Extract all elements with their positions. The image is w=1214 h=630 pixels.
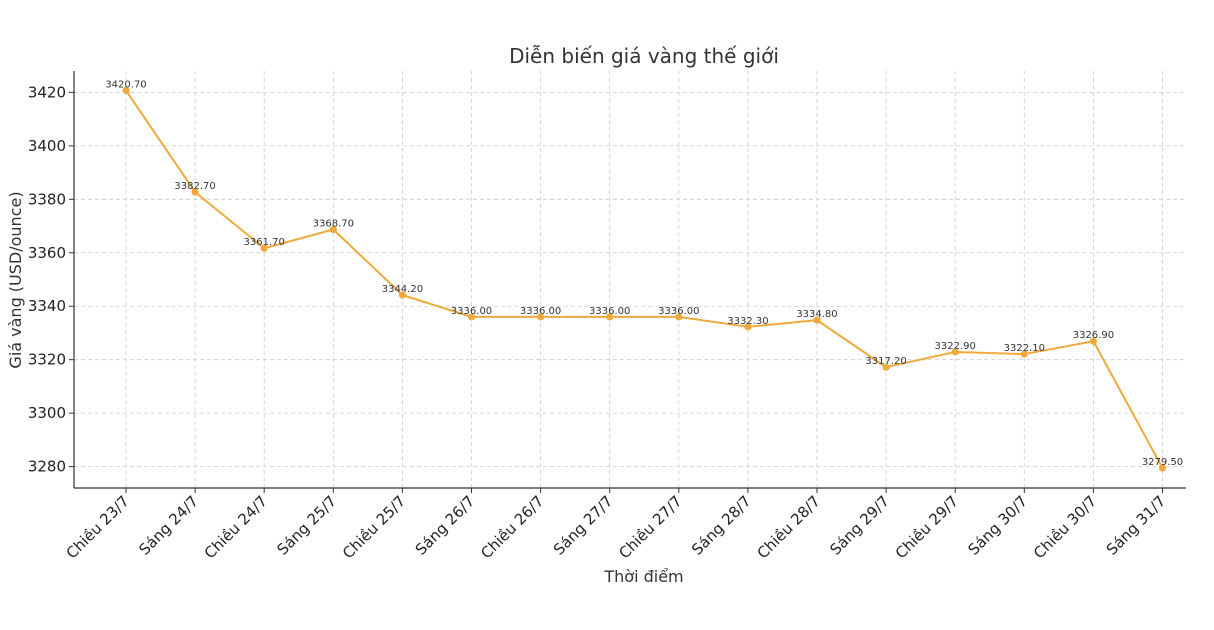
data-point xyxy=(467,313,476,321)
x-tick-label: Sáng 27/7 xyxy=(550,492,617,559)
grid xyxy=(74,71,1186,488)
data-point xyxy=(1158,464,1167,472)
data-point xyxy=(537,313,545,321)
data-label: 3336.00 xyxy=(589,306,630,317)
data-point xyxy=(1020,350,1028,358)
data-point xyxy=(951,348,959,356)
data-label: 3382.70 xyxy=(174,181,215,192)
data-label: 3334.80 xyxy=(796,309,837,320)
series-line xyxy=(125,89,1164,469)
axes xyxy=(73,71,1186,489)
x-tick-label: Chiều 29/7 xyxy=(892,492,962,562)
x-tick-label: Sáng 26/7 xyxy=(412,492,479,559)
data-point xyxy=(191,188,199,196)
data-label: 3368.70 xyxy=(313,219,354,230)
y-tick-label: 3320 xyxy=(28,351,66,369)
y-axis-label: Giá vàng (USD/ounce) xyxy=(6,191,25,368)
x-tick-label: Chiều 30/7 xyxy=(1030,492,1100,562)
chart-title: Diễn biến giá vàng thế giới xyxy=(509,44,779,68)
x-tick-label: Sáng 24/7 xyxy=(135,492,202,559)
x-tick-label: Chiều 27/7 xyxy=(615,492,685,562)
data-point xyxy=(744,323,752,331)
x-tick-label: Chiều 26/7 xyxy=(477,492,547,562)
x-tick-label: Chiều 24/7 xyxy=(201,492,271,562)
data-labels: 3420.70 3382.70 3361.70 3368.70 3344.20 3336.… xyxy=(105,80,1183,468)
x-axis-label: Thời điểm xyxy=(603,567,683,586)
data-label: 3336.00 xyxy=(658,306,699,317)
data-label: 3336.00 xyxy=(451,306,492,317)
series xyxy=(122,86,1167,472)
data-label: 3317.20 xyxy=(865,356,906,367)
data-point xyxy=(675,313,683,321)
data-point xyxy=(329,225,337,234)
data-label: 3322.10 xyxy=(1004,343,1045,354)
y-tick-label: 3400 xyxy=(28,137,66,155)
x-tick-label: Sáng 29/7 xyxy=(826,492,893,559)
y-tick-label: 3300 xyxy=(28,404,66,422)
y-axis-ticks: 3280 3300 3320 3340 3360 3380 3400 3420 xyxy=(28,83,74,476)
x-tick-label: Chiều 23/7 xyxy=(63,492,133,562)
data-label: 3332.30 xyxy=(727,316,768,327)
data-label: 3344.20 xyxy=(382,284,423,295)
y-tick-label: 3380 xyxy=(28,190,66,208)
data-label: 3279.50 xyxy=(1142,457,1183,468)
data-point xyxy=(882,363,890,371)
x-tick-label: Sáng 30/7 xyxy=(965,492,1032,559)
x-tick-label: Sáng 28/7 xyxy=(688,492,755,559)
data-label: 3322.90 xyxy=(935,341,976,352)
x-tick-label: Sáng 31/7 xyxy=(1103,492,1170,559)
data-point xyxy=(1089,337,1097,345)
data-label: 3361.70 xyxy=(244,237,285,248)
x-tick-label: Sáng 25/7 xyxy=(274,492,341,559)
data-point xyxy=(122,86,130,95)
data-label: 3336.00 xyxy=(520,306,561,317)
y-tick-label: 3280 xyxy=(28,458,66,476)
data-point xyxy=(606,313,614,321)
x-tick-label: Chiều 25/7 xyxy=(339,492,409,562)
x-tick-label: Chiều 28/7 xyxy=(754,492,824,562)
data-label: 3420.70 xyxy=(105,80,146,91)
y-tick-label: 3340 xyxy=(28,297,66,315)
y-tick-label: 3420 xyxy=(28,83,66,101)
data-point xyxy=(260,244,268,252)
data-point xyxy=(398,291,406,299)
y-tick-label: 3360 xyxy=(28,244,66,262)
data-label: 3326.90 xyxy=(1073,330,1114,341)
data-point xyxy=(813,316,821,324)
